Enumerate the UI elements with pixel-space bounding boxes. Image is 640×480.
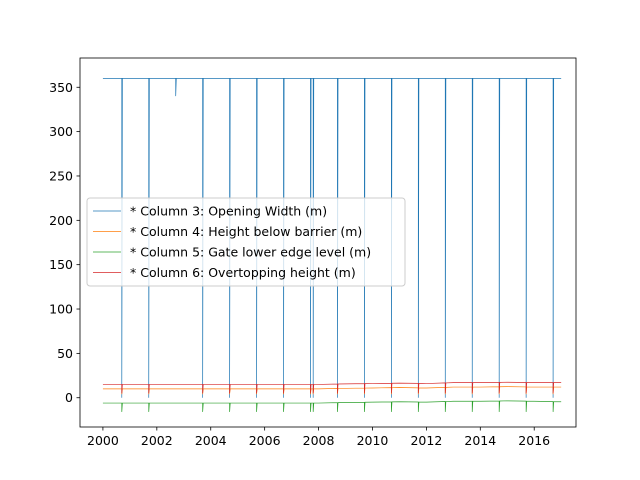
- legend-label: * Column 4: Height below barrier (m): [130, 224, 362, 239]
- y-tick-label: 350: [49, 80, 73, 95]
- y-tick-label: 100: [49, 302, 73, 317]
- legend-label: * Column 6: Overtopping height (m): [130, 265, 356, 280]
- x-tick-label: 2010: [357, 433, 389, 448]
- y-tick-label: 50: [57, 346, 73, 361]
- series-line-6: [102, 381, 562, 394]
- y-tick-label: 250: [49, 168, 73, 183]
- y-tick-label: 200: [49, 213, 73, 228]
- y-tick-label: 300: [49, 124, 73, 139]
- x-tick-label: 2012: [410, 433, 442, 448]
- y-tick-label: 0: [65, 390, 73, 405]
- x-tick-label: 2014: [464, 433, 496, 448]
- x-tick-label: 2016: [518, 433, 550, 448]
- x-tick-label: 2006: [249, 433, 281, 448]
- legend-label: * Column 3: Opening Width (m): [130, 204, 327, 219]
- x-axis: 2000 2002 2004 2006 2008 2010 2012 2014 2016: [87, 427, 550, 448]
- legend: * Column 3: Opening Width (m) * Column 4:…: [86, 197, 406, 287]
- x-tick-label: 2002: [141, 433, 173, 448]
- y-axis: 0 50 100 150 200 250 300 350: [49, 80, 80, 405]
- y-tick-label: 150: [49, 257, 73, 272]
- plot-series: [102, 78, 562, 412]
- plot-frame: [79, 57, 577, 428]
- x-tick-label: 2008: [303, 433, 335, 448]
- legend-label: * Column 5: Gate lower edge level (m): [130, 245, 371, 260]
- x-tick-label: 2004: [195, 433, 227, 448]
- x-tick-label: 2000: [87, 433, 119, 448]
- series-line-3: [102, 78, 562, 398]
- series-line-5: [102, 400, 562, 412]
- legend-box: [86, 197, 406, 287]
